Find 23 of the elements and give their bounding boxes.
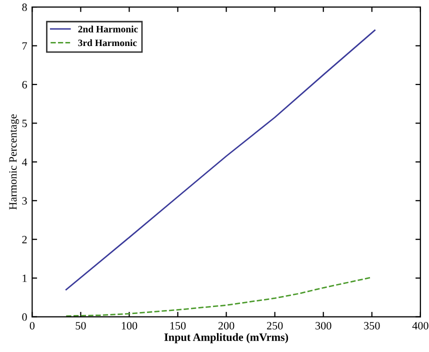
x-tick-label: 100 [122,322,138,330]
x-axis-title: Input Amplitude (mVrms) [164,333,288,344]
x-tick-label: 200 [218,322,234,330]
x-tick-label: 300 [316,322,332,330]
legend-label: 3rd Harmonic [78,39,137,46]
y-tick-label: 6 [22,80,27,88]
line-series [65,276,373,317]
y-axis-title: Harmonic Percentage [9,114,19,210]
legend-label: 2nd Harmonic [78,26,138,32]
y-tick-label: 4 [22,158,28,166]
y-tick-label: 8 [22,4,27,12]
y-tick-label: 5 [22,120,27,128]
x-tick-label: 0 [30,322,35,330]
x-tick-label: 150 [170,322,186,330]
x-tick-label: 50 [76,322,86,330]
x-tick-label: 250 [266,322,283,330]
y-tick-label: 1 [22,274,27,282]
y-tick-label: 3 [22,197,27,205]
x-tick-label: 400 [412,322,428,330]
x-tick-label: 350 [364,322,380,330]
y-tick-label: 2 [22,236,27,244]
y-tick-label: 0 [22,313,27,321]
y-tick-label: 7 [22,42,27,50]
